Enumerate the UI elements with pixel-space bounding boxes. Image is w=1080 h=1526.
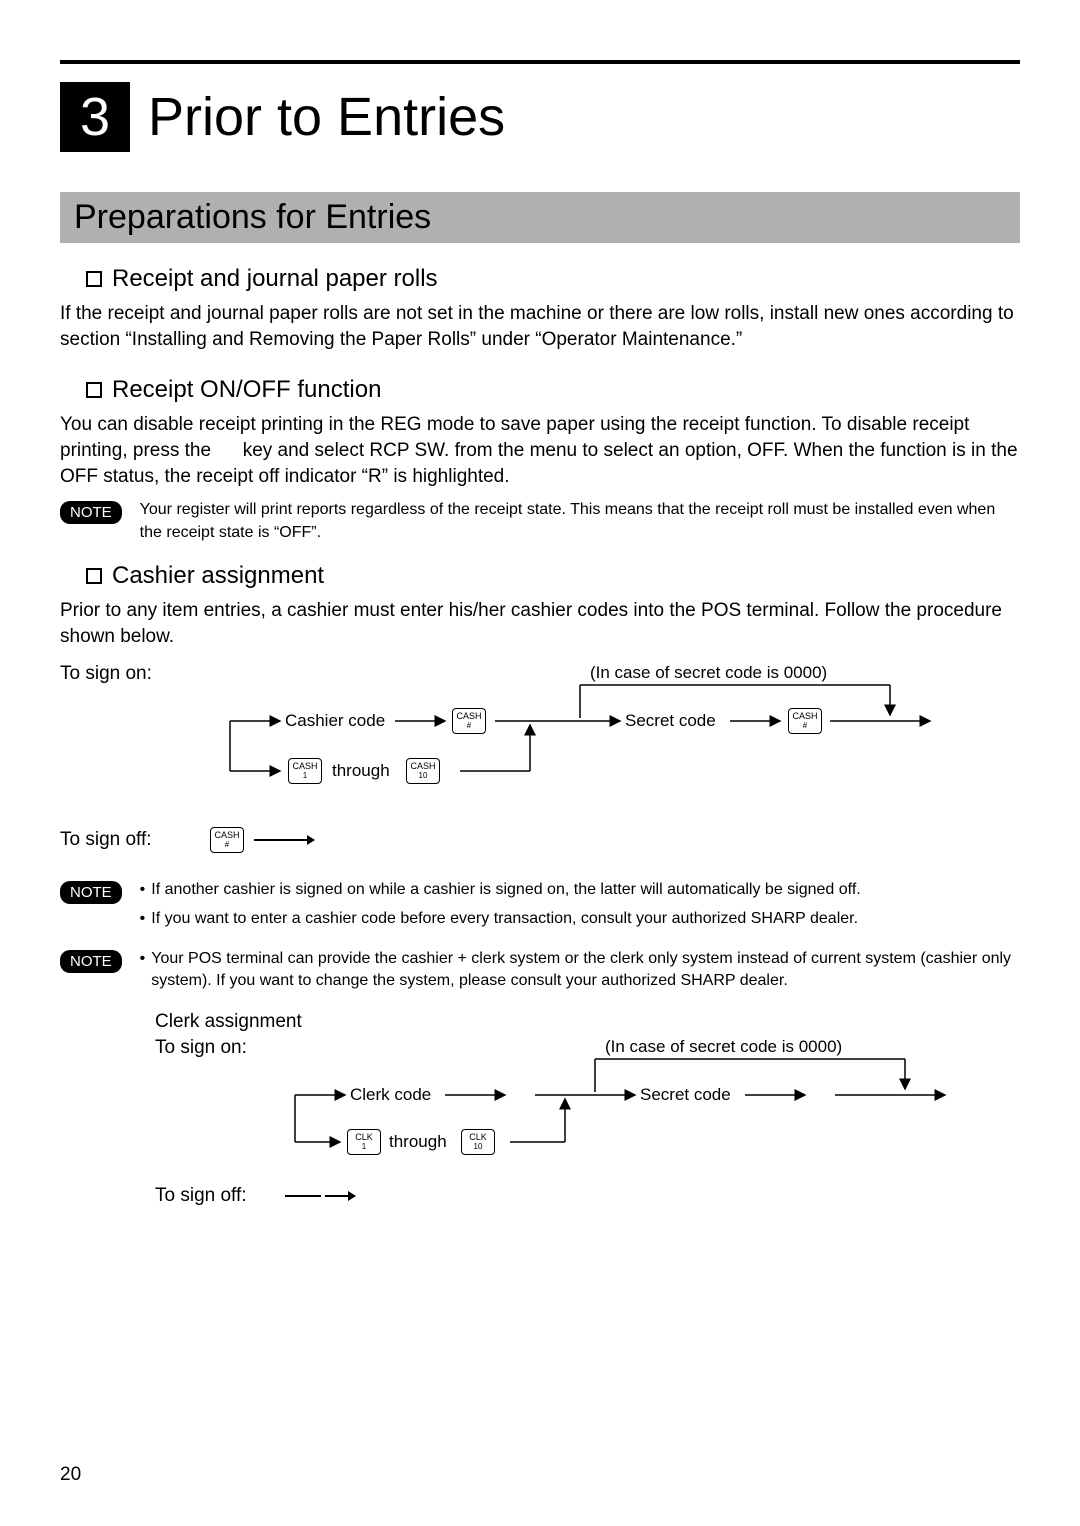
note-badge: NOTE — [60, 881, 122, 904]
arrow-icon — [254, 839, 314, 841]
subsection-title: Receipt and journal paper rolls — [112, 265, 438, 293]
cash-10-key-icon: CASH10 — [406, 758, 440, 784]
body-paragraph: You can disable receipt printing in the … — [60, 412, 1020, 489]
page-number: 20 — [60, 1464, 81, 1486]
clk-10-key-icon: CLK10 — [461, 1129, 495, 1155]
arrow-icon — [325, 1195, 355, 1197]
clerk-signon-diagram: (In case of secret code is 0000) — [285, 1037, 985, 1167]
body-paragraph: Prior to any item entries, a cashier mus… — [60, 598, 1020, 649]
cashier-signon-diagram: (In case of secret code is 0000) — [210, 663, 990, 803]
subsection-header: Cashier assignment — [86, 562, 1020, 590]
note-text: Your register will print reports regardl… — [140, 499, 1020, 544]
section-title-bar: Preparations for Entries — [60, 192, 1020, 243]
chapter-header: 3 Prior to Entries — [60, 82, 1020, 152]
cash-1-key-icon: CASH1 — [288, 758, 322, 784]
chapter-number-badge: 3 — [60, 82, 130, 152]
line-icon — [285, 1195, 321, 1197]
clerk-assignment-title: Clerk assignment — [155, 1011, 1020, 1033]
subsection-header: Receipt and journal paper rolls — [86, 265, 1020, 293]
through-label: through — [332, 761, 390, 781]
sign-on-label: To sign on: — [60, 663, 210, 685]
square-bullet-icon — [86, 271, 102, 287]
sign-off-label: To sign off: — [60, 829, 210, 851]
cash-hash-key-icon: CASH# — [452, 708, 486, 734]
body-paragraph: If the receipt and journal paper rolls a… — [60, 301, 1020, 352]
note-block: NOTE Your register will print reports re… — [60, 499, 1020, 544]
subsection-header: Receipt ON/OFF function — [86, 376, 1020, 404]
sign-off-label: To sign off: — [155, 1185, 285, 1207]
chapter-title: Prior to Entries — [148, 86, 505, 148]
cash-hash-key-icon: CASH# — [788, 708, 822, 734]
clk-1-key-icon: CLK1 — [347, 1129, 381, 1155]
note-block: NOTE •Your POS terminal can provide the … — [60, 948, 1020, 993]
note-text: •Your POS terminal can provide the cashi… — [140, 948, 1020, 993]
through-label: through — [389, 1132, 447, 1152]
note-block: NOTE •If another cashier is signed on wh… — [60, 879, 1020, 930]
flow-label: Secret code — [640, 1085, 731, 1105]
cash-hash-key-icon: CASH# — [210, 827, 244, 853]
square-bullet-icon — [86, 382, 102, 398]
note-badge: NOTE — [60, 950, 122, 973]
flow-label: Cashier code — [285, 711, 385, 731]
subsection-title: Receipt ON/OFF function — [112, 376, 381, 404]
note-badge: NOTE — [60, 501, 122, 524]
sign-on-label: To sign on: — [155, 1037, 285, 1059]
note-text: •If another cashier is signed on while a… — [140, 879, 861, 930]
square-bullet-icon — [86, 568, 102, 584]
subsection-title: Cashier assignment — [112, 562, 324, 590]
flow-label: Secret code — [625, 711, 716, 731]
top-rule — [60, 60, 1020, 64]
flow-label: Clerk code — [350, 1085, 431, 1105]
